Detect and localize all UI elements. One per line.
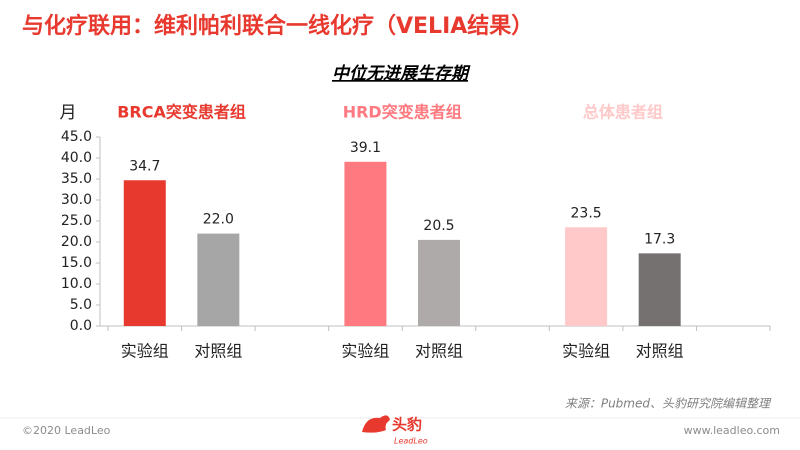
y-tick-label: 45.0 (61, 129, 92, 145)
y-tick-label: 5.0 (70, 297, 92, 313)
logo-icon (362, 415, 390, 433)
value-label: 34.7 (129, 158, 160, 174)
group-label: BRCA突变患者组 (117, 103, 246, 122)
x-tick-label: 对照组 (415, 342, 463, 361)
x-tick-label: 实验组 (562, 342, 610, 361)
y-tick-label: 10.0 (61, 276, 92, 292)
y-tick-label: 40.0 (61, 150, 92, 166)
source-note: 来源：Pubmed、头豹研究院编辑整理 (565, 397, 772, 411)
y-tick-label: 0.0 (70, 318, 92, 334)
copyright: ©2020 LeadLeo (22, 424, 111, 437)
value-label: 20.5 (423, 218, 454, 234)
value-label: 22.0 (203, 212, 234, 228)
website: www.leadleo.com (684, 424, 780, 437)
x-tick-label: 对照组 (636, 342, 684, 361)
y-tick-label: 20.0 (61, 234, 92, 250)
x-tick-label: 对照组 (194, 342, 242, 361)
bar (197, 233, 240, 326)
group-label: HRD突变患者组 (343, 103, 462, 122)
bar (123, 180, 166, 326)
bar (344, 161, 387, 326)
value-label: 23.5 (571, 205, 602, 221)
logo-text: 头豹 (392, 416, 422, 434)
slide-title: 与化疗联用：维利帕利联合一线化疗（VELIA结果） (22, 13, 533, 39)
value-label: 39.1 (350, 140, 381, 156)
chart-title: 中位无进展生存期 (332, 64, 471, 84)
bar (638, 253, 681, 326)
y-axis-label: 月 (60, 103, 77, 123)
bar (565, 227, 608, 326)
bar (418, 239, 460, 326)
y-tick-label: 25.0 (61, 213, 92, 229)
logo-sub: LeadLeo (394, 437, 428, 446)
y-tick-label: 15.0 (61, 255, 92, 271)
value-label: 17.3 (644, 231, 675, 247)
y-tick-label: 30.0 (61, 192, 92, 208)
group-label: 总体患者组 (583, 103, 663, 122)
y-tick-label: 35.0 (61, 171, 92, 187)
x-tick-label: 实验组 (121, 342, 169, 361)
x-tick-label: 实验组 (341, 342, 389, 361)
